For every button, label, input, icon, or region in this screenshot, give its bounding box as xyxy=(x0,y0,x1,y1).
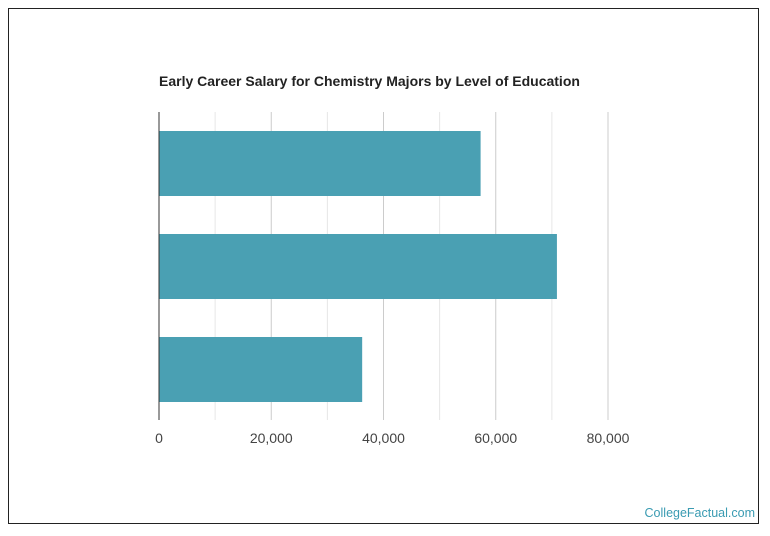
x-tick-label: 0 xyxy=(155,430,163,446)
source-link[interactable]: CollegeFactual.com xyxy=(644,506,755,520)
x-tick-label: 40,000 xyxy=(362,430,405,446)
x-tick-label: 20,000 xyxy=(250,430,293,446)
bar: Associate Degree: 36200 xyxy=(159,337,363,402)
chart-title: Early Career Salary for Chemistry Majors… xyxy=(159,73,580,89)
x-tick-label: 60,000 xyxy=(474,430,517,446)
bar: Master's Degree: 70900 xyxy=(159,234,557,299)
x-tick-label: 80,000 xyxy=(587,430,630,446)
bar: Bachelor's Degree: 57300 xyxy=(159,131,481,196)
